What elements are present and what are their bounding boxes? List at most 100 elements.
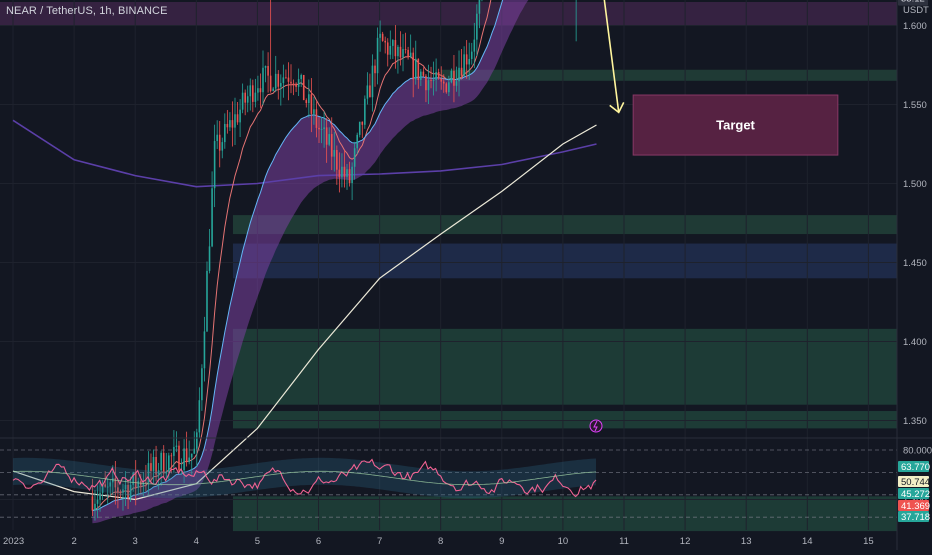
candle-body	[277, 73, 280, 87]
candle-body	[348, 169, 351, 184]
ma-slow-line	[12, 119, 597, 188]
candle-body	[264, 65, 267, 68]
candle-body	[280, 83, 282, 87]
candle-body	[353, 148, 356, 167]
y-tick-4: 1.500	[903, 179, 927, 190]
candle-body	[430, 80, 432, 81]
candle-body	[104, 484, 106, 487]
candle-body	[246, 96, 249, 103]
candle-146	[463, 46, 465, 77]
candle-body	[366, 85, 369, 99]
candle-77	[287, 62, 290, 101]
candle-129	[420, 68, 422, 87]
candle-body	[407, 49, 409, 58]
candle-121	[399, 31, 402, 66]
rsi-badge-3	[898, 500, 929, 511]
rsi-badge-text-2: 45.272	[901, 489, 930, 500]
candle-body	[132, 472, 134, 485]
candle-body	[157, 470, 160, 475]
candle-body	[254, 92, 257, 102]
candle-body	[417, 58, 420, 80]
candle-36	[183, 439, 185, 484]
candle-body	[188, 457, 190, 463]
candle-147	[465, 40, 468, 79]
candle-body	[241, 92, 244, 110]
candle-body	[216, 134, 218, 142]
candle-56	[234, 97, 236, 146]
candle-body	[478, 0, 481, 14]
candle-98	[341, 153, 343, 188]
x-tick-3: 4	[194, 536, 199, 547]
candle-body	[358, 121, 361, 135]
candle-79	[292, 79, 295, 96]
candle-128	[417, 58, 420, 89]
candle-65	[257, 75, 259, 101]
candle-40	[193, 431, 196, 454]
candle-body	[224, 123, 226, 143]
candle-body	[285, 77, 287, 79]
candle-body	[221, 142, 224, 151]
candle-75	[282, 64, 285, 98]
candle-88	[315, 101, 318, 138]
candle-138	[442, 74, 445, 93]
candle-114	[381, 31, 384, 42]
candle-body	[325, 127, 328, 145]
candle-101	[348, 161, 351, 187]
candle-99	[343, 150, 346, 188]
candle-body	[300, 74, 302, 80]
candle-112	[376, 27, 379, 85]
candle-body	[170, 455, 173, 457]
candle-body	[399, 46, 402, 58]
candle-body	[343, 166, 346, 177]
candle-25	[155, 445, 157, 482]
candle-body	[458, 67, 460, 82]
candle-body	[476, 13, 478, 40]
candle-body	[173, 446, 175, 456]
candle-134	[432, 61, 435, 96]
candle-body	[425, 75, 427, 91]
candle-body	[287, 77, 290, 82]
candle-64	[254, 78, 257, 108]
candle-body	[178, 445, 180, 471]
candle-body	[257, 88, 259, 93]
candle-body	[409, 52, 412, 58]
candle-body	[369, 85, 371, 98]
candle-body	[442, 81, 445, 84]
candle-151	[476, 4, 478, 57]
candle-body	[376, 37, 379, 74]
candle-118	[392, 39, 394, 60]
x-tick-0: 2023	[3, 536, 24, 547]
candle-body	[229, 120, 231, 128]
candle-body	[99, 492, 101, 500]
candle-52	[224, 113, 226, 149]
candle-body	[137, 480, 140, 488]
candle-body	[106, 486, 109, 488]
candle-58	[239, 99, 241, 137]
candle-body	[129, 484, 132, 499]
candle-body	[315, 109, 318, 128]
candle-10	[117, 481, 119, 509]
candle-108	[366, 72, 369, 105]
candle-body	[313, 109, 315, 114]
candle-137	[440, 66, 443, 90]
candle-14	[127, 479, 129, 509]
candle-48	[213, 124, 216, 208]
y-tick-2: 1.400	[903, 337, 927, 348]
candle-body	[302, 74, 305, 101]
candle-body	[356, 134, 358, 149]
candle-body	[211, 188, 213, 247]
candle-body	[295, 83, 297, 87]
zone-6	[232, 496, 897, 532]
candle-119	[394, 25, 397, 69]
candle-126	[412, 47, 415, 98]
candle-body	[206, 270, 208, 332]
candle-body	[162, 452, 165, 474]
candle-131	[425, 74, 427, 103]
candle-body	[361, 121, 364, 125]
y-tick-6: 1.600	[903, 21, 927, 32]
candle-body	[185, 448, 188, 463]
candle-body	[330, 134, 333, 157]
candle-72	[274, 55, 277, 93]
